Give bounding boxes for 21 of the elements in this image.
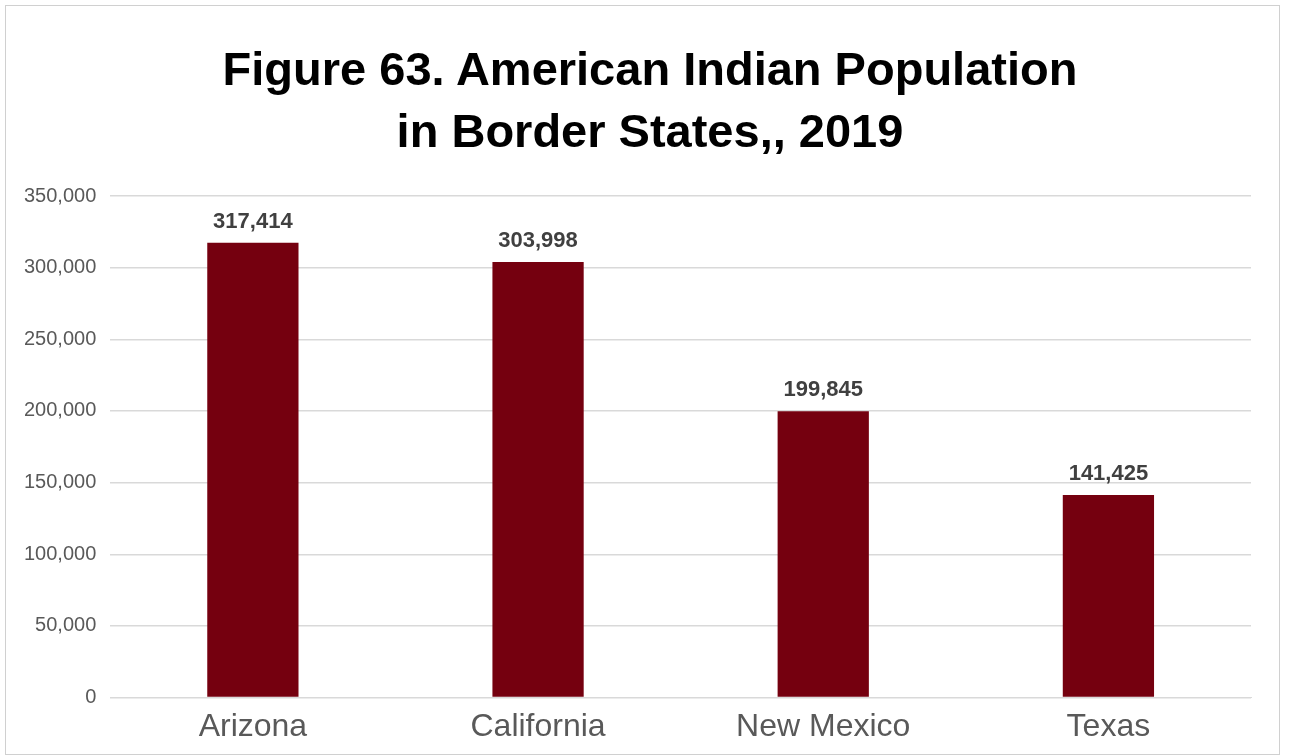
- y-tick-label: 150,000: [24, 470, 97, 493]
- data-label: 303,998: [498, 226, 578, 252]
- data-label: 199,845: [783, 376, 863, 402]
- x-tick-label: New Mexico: [736, 706, 911, 743]
- x-tick-label: Texas: [1066, 706, 1151, 743]
- y-tick-label: 0: [85, 685, 97, 708]
- chart-title: Figure 63. American Indian Population in Border States,, 2019: [221, 41, 1079, 159]
- bar: [777, 411, 869, 697]
- bar: [492, 261, 584, 697]
- data-label: 141,425: [1068, 459, 1149, 485]
- bar: [1062, 494, 1155, 697]
- bar: [207, 242, 299, 697]
- data-label: 317,414: [213, 207, 294, 233]
- y-tick-label: 100,000: [24, 541, 97, 564]
- y-tick-label: 50,000: [35, 613, 97, 636]
- y-tick-label: 250,000: [24, 326, 97, 349]
- y-tick-label: 300,000: [24, 255, 97, 278]
- y-tick-label: 350,000: [24, 183, 97, 206]
- y-tick-label: 200,000: [24, 398, 97, 421]
- x-tick-label: Arizona: [198, 706, 308, 743]
- x-tick-label: California: [470, 706, 606, 743]
